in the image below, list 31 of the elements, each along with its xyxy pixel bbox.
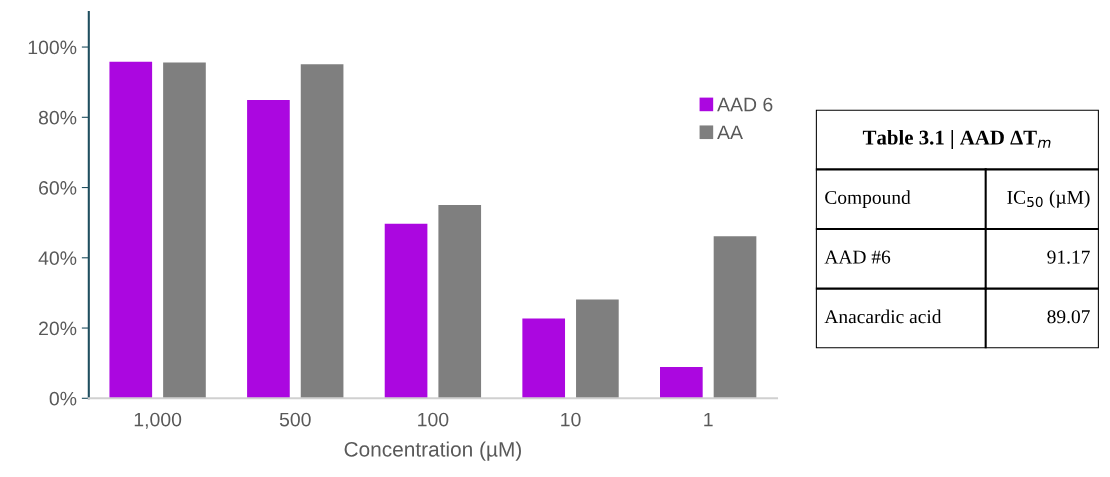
text: IC$_{50}$ (µM) [1007, 190, 1090, 208]
text: Compound [825, 190, 911, 208]
y-tick-label: 80% [38, 110, 77, 125]
x-tick-label: 1 [704, 412, 713, 427]
bar [384, 223, 428, 399]
text: Table 3.1 | AAD ΔT$_{m}$ [862, 129, 1051, 149]
bar [576, 299, 619, 399]
legend-label: AAD 6 [717, 97, 773, 112]
bar [522, 318, 566, 399]
y-tick-label: 60% [39, 181, 77, 195]
bar [713, 236, 757, 399]
y-tick-label: 40% [38, 251, 77, 266]
text: 89.07 [1047, 310, 1090, 324]
x-tick-label: 1,000 [134, 412, 182, 429]
x-tick-label: 10 [561, 412, 581, 427]
bar [109, 61, 153, 399]
x-axis-title: Concentration (µM) [344, 441, 521, 461]
legend-label: AA [717, 125, 743, 140]
bar [660, 367, 703, 399]
x-tick-label: 100 [418, 412, 449, 427]
bar [163, 62, 206, 399]
text: 91.17 [1047, 250, 1090, 264]
y-tick-label: 0% [49, 391, 77, 406]
y-tick-label: 20% [39, 321, 77, 336]
bar [247, 100, 290, 399]
x-tick-label: 500 [279, 412, 311, 427]
text: AAD #6 [824, 250, 891, 264]
bar [300, 64, 344, 399]
y-tick-label: 100% [28, 40, 77, 55]
bar [438, 205, 482, 399]
text: Anacardic acid [824, 309, 942, 324]
